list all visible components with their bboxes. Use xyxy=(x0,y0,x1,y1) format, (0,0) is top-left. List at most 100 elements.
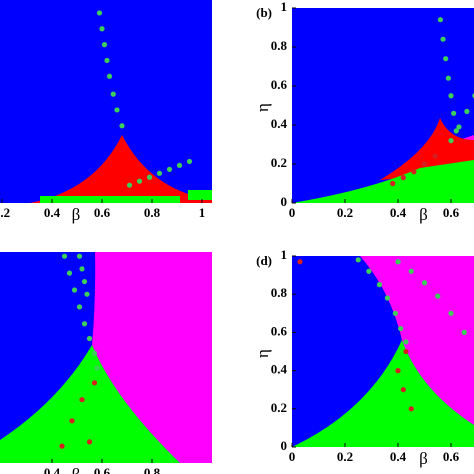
point xyxy=(146,174,153,180)
point xyxy=(176,162,183,168)
point xyxy=(79,266,85,272)
point xyxy=(94,365,100,371)
y-tick-label: 0.8 xyxy=(271,285,288,300)
y-tick-label: 0.6 xyxy=(271,323,288,338)
x-axis-label: β xyxy=(419,449,428,468)
y-tick-label: 0.6 xyxy=(271,77,288,92)
point xyxy=(104,57,110,64)
regions xyxy=(292,256,474,447)
x-tick-label: 0.8 xyxy=(144,205,161,220)
point xyxy=(71,287,78,293)
point xyxy=(421,280,428,286)
point xyxy=(84,291,90,297)
x-tick-label: 0.4 xyxy=(390,205,407,220)
x-tick-label: 0 xyxy=(289,205,296,220)
point xyxy=(86,335,93,342)
point xyxy=(440,36,446,42)
point xyxy=(445,75,451,81)
point xyxy=(81,321,88,327)
point xyxy=(408,406,414,412)
panel xyxy=(96,10,193,188)
x-tick-label: 0.2 xyxy=(337,205,353,220)
point xyxy=(66,270,73,276)
region xyxy=(30,135,212,203)
point xyxy=(101,42,108,48)
point xyxy=(136,178,143,184)
point xyxy=(384,295,390,301)
point xyxy=(408,268,414,274)
x-axis-label: β xyxy=(419,205,428,224)
point xyxy=(395,368,401,374)
point xyxy=(166,166,173,172)
point xyxy=(403,348,409,355)
x-tick-label: 0 xyxy=(289,449,296,464)
y-tick-label: 0.2 xyxy=(271,400,287,415)
point xyxy=(86,439,93,445)
panel-label: (b) xyxy=(256,5,272,20)
point xyxy=(106,73,113,79)
x-tick-label: 0.6 xyxy=(94,465,111,474)
point xyxy=(464,108,470,114)
x-axis-label: β xyxy=(72,465,81,474)
region xyxy=(188,190,212,200)
point xyxy=(59,443,65,449)
point xyxy=(91,350,98,356)
y-tick-label: 0 xyxy=(281,194,288,209)
regions xyxy=(0,0,212,203)
y-tick-label: 0.8 xyxy=(271,38,288,53)
x-tick-label: 0.2 xyxy=(0,205,10,220)
x-tick-label: 1 xyxy=(199,205,206,220)
point xyxy=(114,107,120,113)
point xyxy=(366,268,372,274)
y-tick-label: 0.2 xyxy=(271,155,287,170)
region xyxy=(292,340,474,447)
point xyxy=(435,293,441,299)
panel-label: (d) xyxy=(256,253,272,268)
point xyxy=(448,138,454,144)
point xyxy=(411,169,417,175)
point xyxy=(81,278,88,285)
point xyxy=(79,397,85,403)
panel xyxy=(297,257,467,412)
x-tick-label: 0.4 xyxy=(44,465,61,474)
point xyxy=(395,259,401,265)
point xyxy=(376,282,383,288)
point xyxy=(453,128,459,134)
point xyxy=(448,93,454,99)
point xyxy=(156,170,163,176)
point xyxy=(91,380,98,386)
point xyxy=(400,175,406,181)
y-tick-label: 0.4 xyxy=(271,116,288,131)
point xyxy=(186,158,193,165)
point xyxy=(403,339,409,345)
point xyxy=(456,124,462,130)
point xyxy=(461,329,467,335)
point xyxy=(392,310,398,316)
point xyxy=(110,91,116,97)
y-axis-label: η xyxy=(253,349,272,358)
point xyxy=(61,253,68,259)
point xyxy=(69,418,75,424)
regions xyxy=(0,252,212,463)
point xyxy=(400,387,406,393)
region xyxy=(92,252,212,463)
x-axis-label: β xyxy=(72,205,81,224)
region xyxy=(292,160,474,203)
y-tick-label: 1 xyxy=(281,247,288,262)
point xyxy=(437,17,443,23)
point xyxy=(297,259,303,265)
point xyxy=(390,180,396,187)
x-tick-label: 0.4 xyxy=(390,449,407,464)
point xyxy=(432,153,438,159)
x-tick-label: 0.8 xyxy=(144,465,161,474)
point xyxy=(126,182,133,188)
region xyxy=(40,196,180,203)
point xyxy=(355,257,361,263)
x-tick-label: 0.6 xyxy=(94,205,111,220)
x-tick-label: 0.2 xyxy=(337,449,353,464)
point xyxy=(76,304,83,310)
point xyxy=(448,310,454,316)
panel xyxy=(59,253,100,449)
point xyxy=(451,110,457,116)
